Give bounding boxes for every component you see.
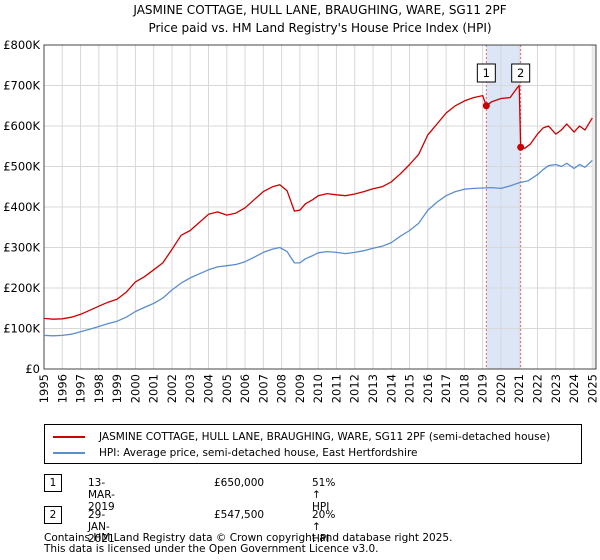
- x-tick-label: 2008: [275, 374, 289, 403]
- x-tick-label: 2002: [165, 374, 179, 403]
- x-tick-label: 2005: [220, 374, 234, 403]
- x-tick-label: 2021: [512, 374, 526, 403]
- transaction-price: £650,000: [214, 477, 265, 489]
- y-tick-label: £600K: [3, 119, 40, 133]
- transaction-hpi: 51% ↑ HPI: [312, 477, 336, 513]
- transaction-point: [517, 143, 525, 151]
- x-tick-label: 2006: [238, 374, 252, 403]
- x-tick-label: 1995: [37, 374, 51, 403]
- transaction-hpi: 20% ↑ HPI: [312, 509, 336, 545]
- x-tick-label: 1998: [92, 374, 106, 403]
- footer-copyright: Contains HM Land Registry data © Crown c…: [44, 532, 453, 544]
- footer-licence: This data is licensed under the Open Gov…: [44, 543, 379, 555]
- x-tick-label: 2009: [293, 374, 307, 403]
- y-tick-label: £100K: [3, 322, 40, 336]
- chart-subtitle: Price paid vs. HM Land Registry's House …: [148, 21, 491, 35]
- hpi-line: [43, 159, 593, 337]
- y-tick-label: £800K: [3, 38, 40, 52]
- y-tick-label: £700K: [3, 79, 40, 93]
- future-region: [592, 45, 596, 369]
- transaction-label: 2: [517, 66, 524, 80]
- x-tick-label: 2025: [585, 374, 599, 403]
- price-chart: JASMINE COTTAGE, HULL LANE, BRAUGHING, W…: [3, 3, 599, 403]
- x-tick-label: 1999: [110, 374, 124, 403]
- transaction-badge: 1: [44, 474, 62, 492]
- x-tick-label: 1996: [55, 374, 69, 403]
- transaction-price: £547,500: [214, 509, 265, 521]
- x-tick-label: 2001: [147, 374, 161, 403]
- x-tick-label: 2013: [366, 374, 380, 403]
- x-tick-label: 2019: [476, 374, 490, 403]
- x-tick-label: 2022: [531, 374, 545, 403]
- transaction-point: [482, 102, 490, 110]
- x-tick-label: 2010: [311, 374, 325, 403]
- y-tick-label: £400K: [3, 200, 40, 214]
- x-tick-label: 2003: [183, 374, 197, 403]
- y-tick-label: £200K: [3, 281, 40, 295]
- chart-title: JASMINE COTTAGE, HULL LANE, BRAUGHING, W…: [132, 3, 506, 17]
- transaction-date: 29-JAN-2021: [88, 509, 115, 545]
- x-tick-label: 2017: [439, 374, 453, 403]
- legend-label-hpi: HPI: Average price, semi-detached house,…: [99, 447, 418, 459]
- x-tick-label: 2000: [128, 374, 142, 403]
- transaction-label: 1: [483, 66, 490, 80]
- legend-label-property: JASMINE COTTAGE, HULL LANE, BRAUGHING, W…: [99, 431, 551, 443]
- x-tick-label: 1997: [74, 374, 88, 403]
- x-tick-label: 2023: [549, 374, 563, 403]
- legend-swatch-hpi: [53, 452, 85, 454]
- x-tick-label: 2016: [421, 374, 435, 403]
- legend-swatch-property: [53, 436, 85, 438]
- x-tick-label: 2024: [567, 374, 581, 403]
- legend: JASMINE COTTAGE, HULL LANE, BRAUGHING, W…: [44, 424, 582, 464]
- plot-area: £0 £100K £200K £300K £400K £500K £600K £700K £80…: [3, 38, 599, 403]
- x-tick-label: 2018: [457, 374, 471, 403]
- x-tick-label: 2014: [384, 374, 398, 403]
- y-tick-label: £0: [25, 362, 40, 376]
- plot-frame: [43, 44, 597, 370]
- x-tick-label: 2004: [202, 374, 216, 403]
- transaction-label-box: [511, 63, 531, 83]
- x-tick-label: 2007: [256, 374, 270, 403]
- transaction-date: 13-MAR-2019: [88, 477, 115, 513]
- y-tick-label: £500K: [3, 160, 40, 174]
- transaction-label-box: [476, 63, 496, 83]
- y-tick-label: £300K: [3, 241, 40, 255]
- x-tick-label: 2015: [403, 374, 417, 403]
- x-tick-label: 2020: [494, 374, 508, 403]
- x-tick-label: 2011: [329, 374, 343, 403]
- x-tick-label: 2012: [348, 374, 362, 403]
- transaction-badge: 2: [44, 506, 62, 524]
